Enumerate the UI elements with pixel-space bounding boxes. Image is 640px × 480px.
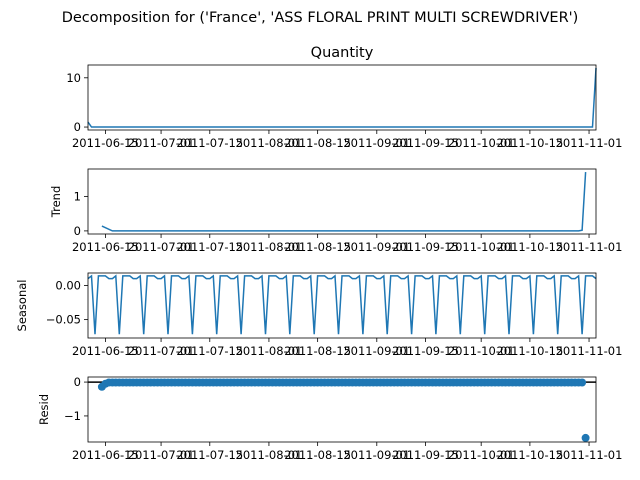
x-tick-label: 2011-10-01	[448, 240, 515, 254]
x-tick-label: 2011-06-15	[72, 136, 139, 150]
x-tick-label: 2011-09-01	[343, 136, 410, 150]
x-tick-label: 2011-07-01	[128, 240, 195, 254]
resid-point	[581, 433, 590, 442]
y-tick-label: 0	[74, 375, 81, 389]
axes-frame	[87, 64, 597, 131]
x-tick-label: 2011-10-15	[496, 448, 563, 462]
observed-series-line	[87, 67, 597, 128]
panel-resid: Resid0−12011-06-152011-07-012011-07-1520…	[37, 375, 622, 462]
x-tick-label: 2011-07-15	[176, 240, 243, 254]
x-tick-label: 2011-08-01	[236, 448, 303, 462]
axes-frame	[87, 272, 597, 339]
axes-frame	[87, 168, 597, 235]
y-tick-label: −1	[64, 409, 81, 423]
x-tick-label: 2011-06-15	[72, 240, 139, 254]
axes-frame	[87, 376, 597, 443]
x-tick-label: 2011-08-15	[284, 136, 351, 150]
y-tick-label: −0.05	[46, 313, 81, 327]
x-tick-label: 2011-10-01	[448, 344, 515, 358]
panel-observed: Quantity 0 10 2011-06-152011-07-012011-07-1…	[66, 45, 622, 150]
x-tick-label: 2011-08-15	[284, 344, 351, 358]
y-tick-label: 1	[74, 190, 81, 204]
trend-series-line	[101, 172, 587, 232]
panels-group: Quantity0102011-06-152011-07-012011-07-1…	[15, 45, 622, 462]
panel-title: Quantity	[311, 45, 374, 61]
x-tick-label: 2011-09-01	[343, 344, 410, 358]
x-tick-label: 2011-11-01	[556, 136, 623, 150]
x-tick-label: 2011-09-01	[343, 448, 410, 462]
y-tick-label: 10	[66, 71, 81, 85]
x-tick-label: 2011-11-01	[556, 240, 623, 254]
x-tick-label: 2011-07-15	[176, 344, 243, 358]
x-tick-label: 2011-11-01	[556, 344, 623, 358]
y-axis-label: Seasonal	[15, 280, 29, 332]
x-tick-label: 2011-09-01	[343, 240, 410, 254]
x-tick-label: 2011-07-01	[128, 344, 195, 358]
x-tick-label: 2011-07-01	[128, 448, 195, 462]
x-tick-label: 2011-08-15	[284, 448, 351, 462]
x-tick-label: 2011-08-01	[236, 136, 303, 150]
x-tick-label: 2011-07-01	[128, 136, 195, 150]
x-tick-label: 2011-07-15	[176, 448, 243, 462]
y-tick-label: 0.00	[55, 279, 81, 293]
x-tick-label: 2011-11-01	[556, 448, 623, 462]
x-tick-label: 2011-09-15	[392, 448, 459, 462]
figure-suptitle: Decomposition for ('France', 'ASS FLORAL…	[62, 10, 579, 26]
x-tick-label: 2011-09-15	[392, 240, 459, 254]
x-tick-label: 2011-10-15	[496, 344, 563, 358]
x-tick-label: 2011-10-01	[448, 136, 515, 150]
x-tick-label: 2011-10-15	[496, 136, 563, 150]
y-axis-label: Trend	[49, 186, 63, 218]
seasonal-series-line	[87, 274, 597, 335]
x-tick-label: 2011-06-15	[72, 448, 139, 462]
x-tick-label: 2011-09-15	[392, 344, 459, 358]
resid-point	[578, 378, 587, 387]
panel-seasonal: Seasonal 0.00−0.052011-06-152011-07-01201…	[15, 272, 623, 358]
y-tick-label: 0	[74, 224, 81, 238]
x-tick-label: 2011-09-15	[392, 136, 459, 150]
panel-trend: Trend012011-06-152011-07-012011-07-15201…	[49, 168, 623, 254]
x-tick-label: 2011-08-01	[236, 240, 303, 254]
y-tick-label: 0	[74, 120, 81, 134]
x-tick-label: 2011-06-15	[72, 344, 139, 358]
x-tick-label: 2011-08-01	[236, 344, 303, 358]
x-tick-label: 2011-08-15	[284, 240, 351, 254]
x-tick-label: 2011-07-15	[176, 136, 243, 150]
y-axis-label: Resid	[37, 394, 51, 425]
x-tick-label: 2011-10-15	[496, 240, 563, 254]
x-tick-label: 2011-10-01	[448, 448, 515, 462]
